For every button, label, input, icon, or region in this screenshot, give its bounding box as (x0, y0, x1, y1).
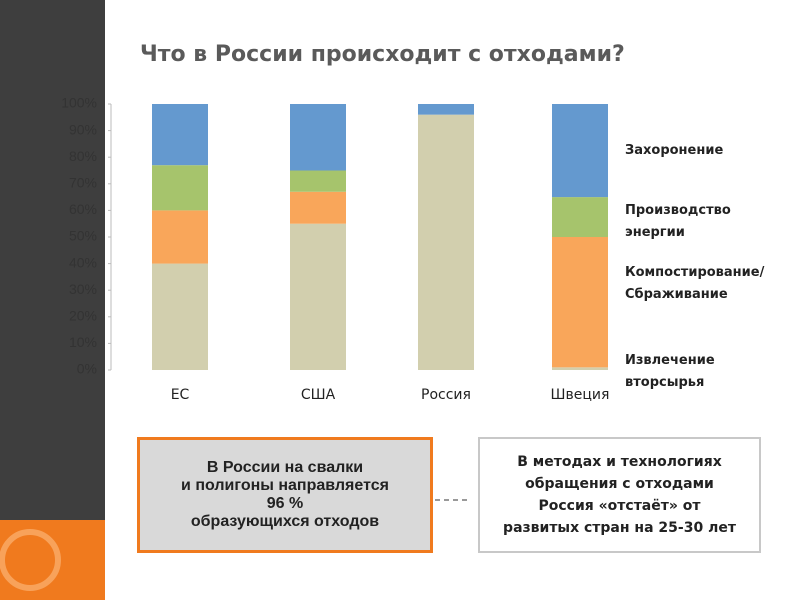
bar-segment (418, 104, 474, 115)
legend-entry: Компостирование/ Сбраживание (625, 265, 765, 302)
callout-line: В России на свалки (206, 459, 364, 476)
bar-segment (552, 367, 608, 370)
sidebar (0, 0, 105, 520)
callout-right: В методах и технологиях обращения с отход… (478, 437, 761, 553)
x-tick-label: ЕС (171, 387, 190, 403)
y-tick-label: 0% (77, 361, 97, 377)
bar-segment (418, 114, 474, 370)
callout-line: обращения с отходами (525, 476, 714, 492)
bar-segment (152, 165, 208, 211)
callout-line: образующихся отходов (190, 513, 380, 530)
y-tick-label: 10% (69, 334, 97, 350)
bar-segment (552, 237, 608, 368)
bar-segment (290, 104, 346, 171)
callout-left: В России на свалки и полигоны направляетс… (137, 437, 433, 553)
callout-line: Россия «отстаёт» от (538, 498, 701, 514)
x-tick-label: США (301, 387, 336, 403)
legend-entry: Извлечение вторсырья (625, 353, 715, 390)
sidebar-ornament (0, 529, 61, 591)
legend-entry: Производство энергии (625, 203, 731, 240)
x-tick-label: Россия (421, 387, 471, 403)
bar-segment (552, 104, 608, 198)
callout-line: 96 % (266, 495, 304, 512)
y-tick-label: 50% (69, 228, 97, 244)
y-tick-label: 90% (69, 121, 97, 137)
y-tick-label: 60% (69, 201, 97, 217)
sidebar-accent (0, 520, 105, 600)
bar-segment (152, 210, 208, 264)
bar-segment (152, 263, 208, 370)
chart-title: Что в России происходит с отходами? (140, 42, 625, 67)
y-tick-label: 70% (69, 175, 97, 191)
bar-segment (290, 223, 346, 370)
bar-segment (552, 197, 608, 237)
callout-line: развитых стран на 25-30 лет (503, 520, 736, 536)
callout-line: и полигоны направляется (181, 477, 389, 494)
y-tick-label: 20% (69, 308, 97, 324)
callout-line: В методах и технологиях (517, 454, 722, 470)
bar-segment (290, 170, 346, 192)
y-tick-label: 40% (69, 254, 97, 270)
y-tick-label: 100% (61, 95, 97, 111)
bar-segment (290, 191, 346, 224)
legend-entry: Захоронение (625, 143, 724, 158)
y-tick-label: 30% (69, 281, 97, 297)
bar-segment (152, 104, 208, 166)
x-tick-label: Швеция (551, 387, 610, 403)
y-tick-label: 80% (69, 148, 97, 164)
